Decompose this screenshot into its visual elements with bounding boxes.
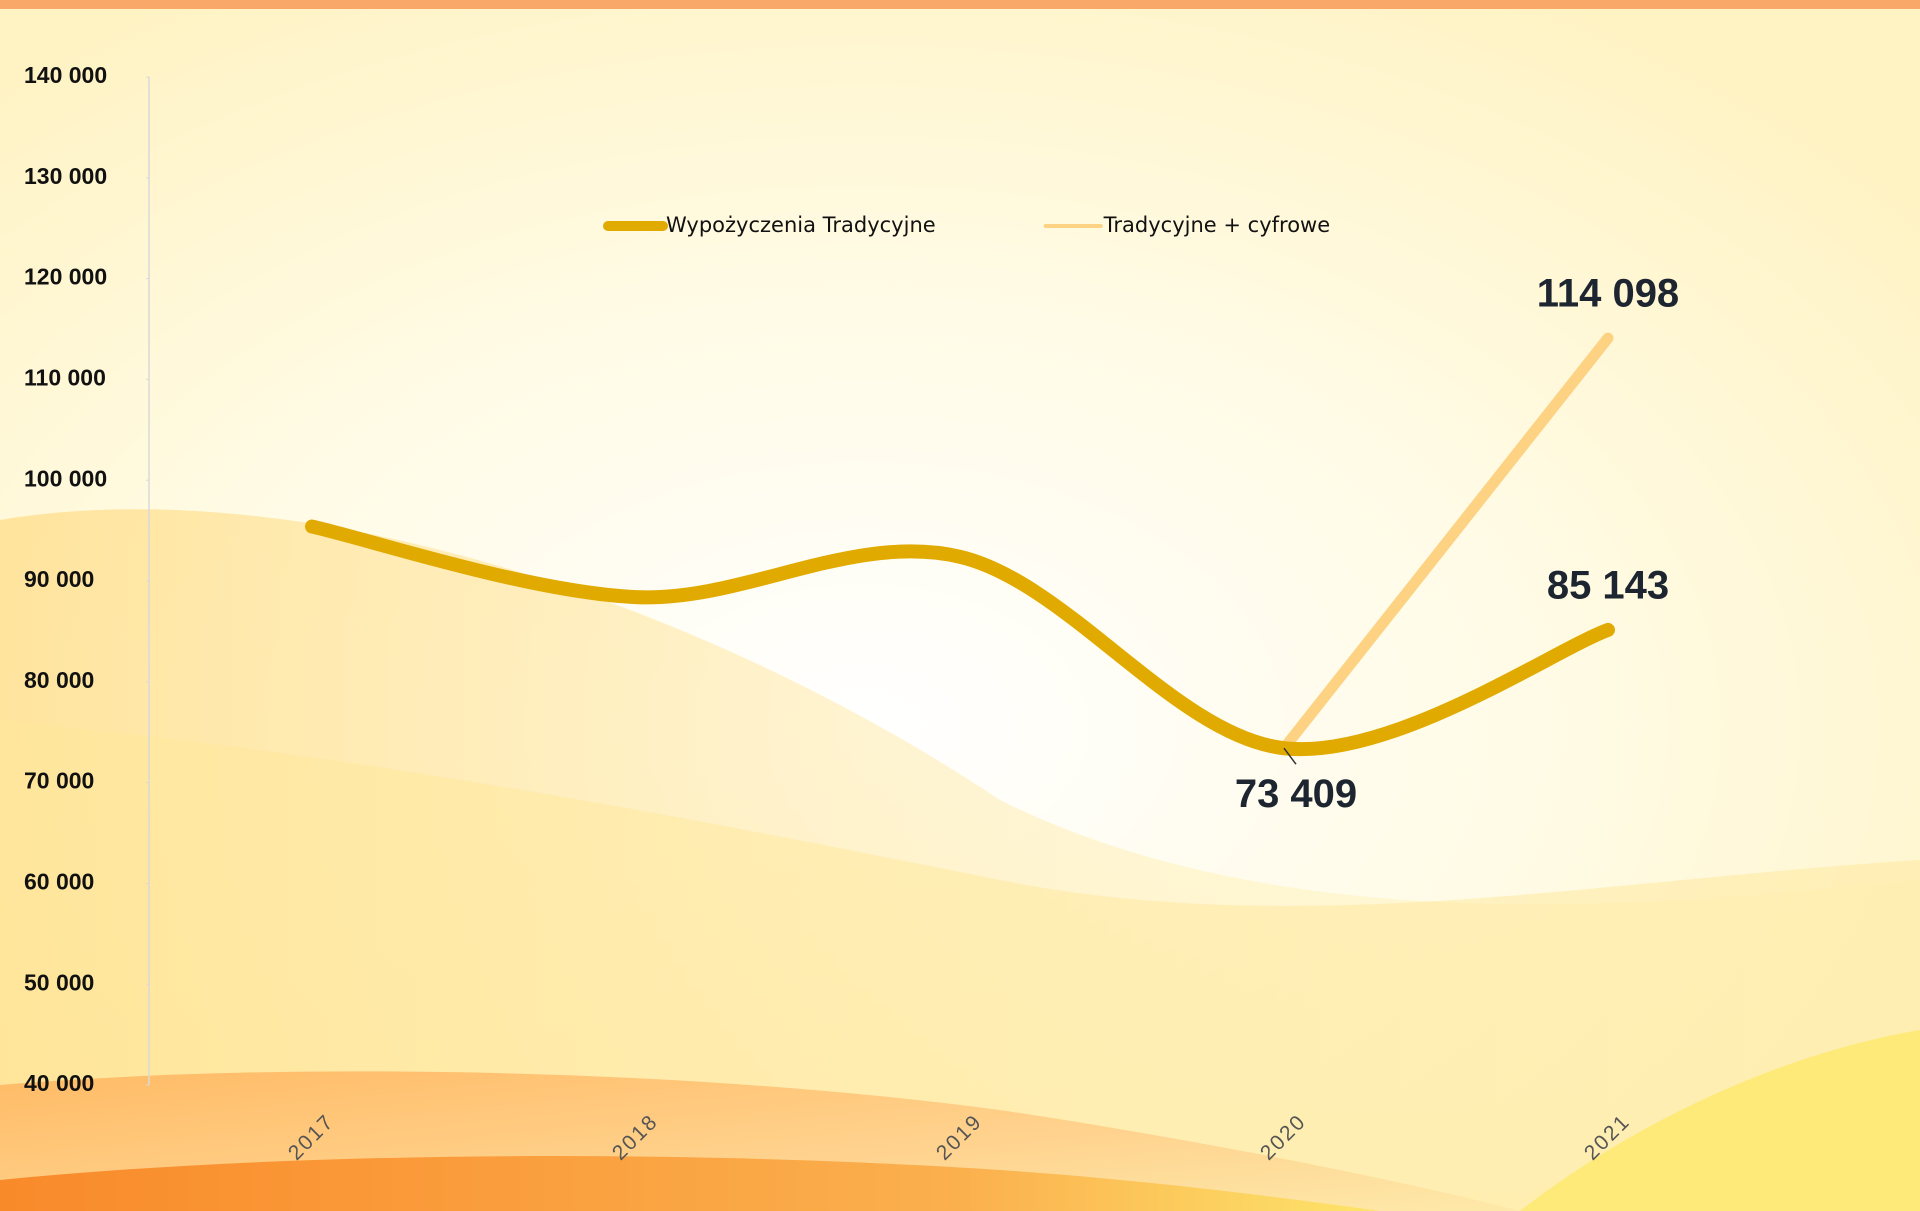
y-tick-label: 140 000 — [24, 62, 107, 88]
y-tick-label: 90 000 — [24, 566, 94, 592]
data-label: 85 143 — [1547, 564, 1669, 608]
y-tick-label: 120 000 — [24, 264, 107, 290]
y-tick-label: 50 000 — [24, 969, 94, 995]
y-tick-label: 60 000 — [24, 868, 94, 894]
y-tick-label: 130 000 — [24, 163, 107, 189]
data-label: 114 098 — [1537, 272, 1679, 316]
legend-label: Wypożyczenia Tradycyjne — [666, 213, 936, 237]
chart: 40 000 50 000 60 000 70 000 80 000 90 000 100 … — [0, 0, 1920, 1211]
y-tick-label: 110 000 — [24, 364, 106, 390]
y-tick-label: 80 000 — [24, 667, 94, 693]
y-tick-label: 100 000 — [24, 465, 107, 491]
page: 40 000 50 000 60 000 70 000 80 000 90 000 100 … — [0, 0, 1920, 1211]
y-tick-label: 40 000 — [24, 1070, 94, 1096]
data-label: 73 409 — [1235, 772, 1357, 816]
legend-label: Tradycyjne + cyfrowe — [1103, 213, 1330, 237]
y-tick-label: 70 000 — [24, 768, 94, 794]
